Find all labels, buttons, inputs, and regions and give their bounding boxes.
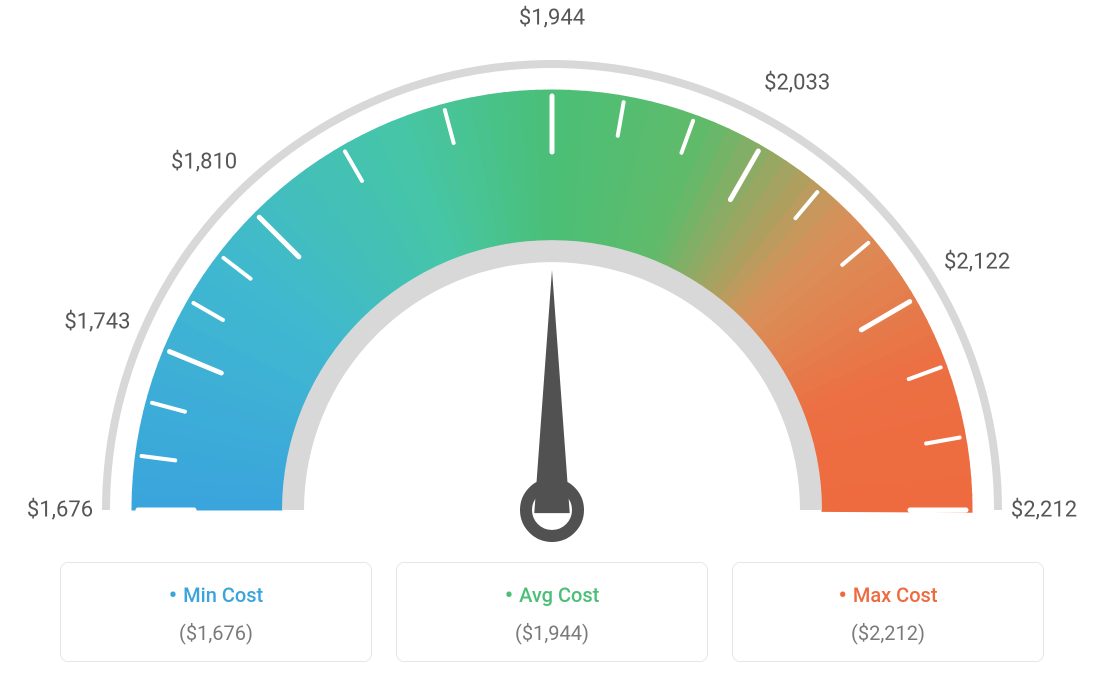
- legend-min-value: ($1,676): [71, 621, 361, 645]
- legend-max-card: Max Cost ($2,212): [732, 562, 1044, 662]
- legend-min-title: Min Cost: [71, 581, 361, 609]
- gauge-tick-label: $2,122: [944, 250, 1010, 275]
- legend-min-card: Min Cost ($1,676): [60, 562, 372, 662]
- legend-row: Min Cost ($1,676) Avg Cost ($1,944) Max …: [60, 562, 1044, 662]
- gauge-area: $1,676 $1,743 $1,810 $1,944 $2,033 $2,122 $2,2…: [0, 0, 1104, 560]
- gauge-svg: [0, 0, 1104, 560]
- legend-avg-value: ($1,944): [407, 621, 697, 645]
- legend-max-value: ($2,212): [743, 621, 1033, 645]
- gauge-tick-label: $1,810: [171, 150, 237, 175]
- cost-gauge-chart: $1,676 $1,743 $1,810 $1,944 $2,033 $2,122 $2,2…: [0, 0, 1104, 690]
- legend-max-title: Max Cost: [743, 581, 1033, 609]
- legend-avg-card: Avg Cost ($1,944): [396, 562, 708, 662]
- gauge-tick-label: $2,033: [764, 71, 830, 96]
- gauge-tick-label: $1,743: [64, 309, 130, 334]
- gauge-tick-label: $2,212: [1011, 498, 1077, 523]
- gauge-tick-label: $1,944: [519, 6, 585, 31]
- gauge-tick-label: $1,676: [27, 498, 93, 523]
- legend-avg-title: Avg Cost: [407, 581, 697, 609]
